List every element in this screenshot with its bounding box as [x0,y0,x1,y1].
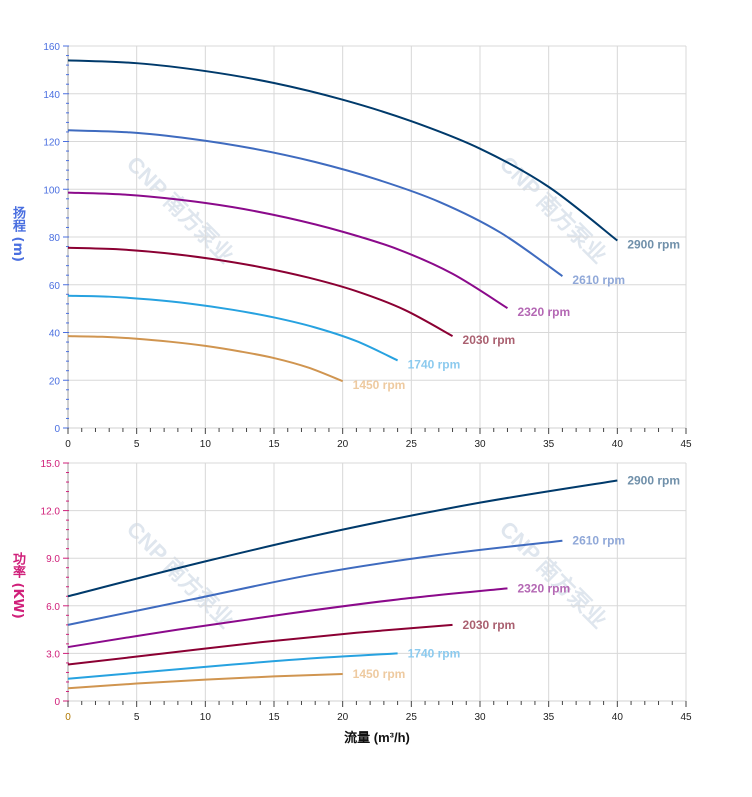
series-line-1740-rpm [67,294,399,362]
series-label: 2900 rpm [627,238,680,252]
y-tick-label: 20 [49,376,61,387]
x-tick-label: 25 [406,712,418,723]
series-line-1450-rpm [67,673,343,690]
series-line-2900-rpm [67,59,618,242]
series-line-1740-rpm [67,652,398,680]
head-plot: 0 20 40 60 80 100 120 140 160 0 5 10 15 20 25 30 35 40 45 2… [43,42,692,450]
y-tick-label: 40 [49,329,61,340]
y-tick-label: 120 [43,138,60,149]
power-y-axis-title: 功率 (KW) [10,552,25,619]
x-tick-label: 30 [474,439,486,450]
x-tick-label: 15 [268,712,280,723]
x-tick-label: 40 [612,712,624,723]
series-line-2030-rpm [67,623,453,666]
series-line-2610-rpm [67,539,563,626]
series-label: 2320 rpm [517,305,570,319]
x-tick-label: 0 [65,439,71,450]
series-label: 2610 rpm [572,534,625,548]
x-tick-label: 45 [680,712,692,723]
series-label: 2900 rpm [627,473,680,487]
y-tick-label: 15.0 [41,459,61,470]
series-line-2900-rpm [67,479,618,598]
x-tick-label: 0 [65,712,71,723]
series-line-2320-rpm [67,587,508,649]
watermark-logo: CNP 南方泵业 [495,151,612,268]
series-label: 2030 rpm [463,333,516,347]
y-tick-label: 60 [49,281,61,292]
x-tick-label: 20 [337,439,349,450]
watermark-logo: CNP 南方泵业 [122,516,239,633]
y-tick-label: 9.0 [46,554,60,565]
series-label: 1740 rpm [408,646,461,660]
series-label: 2030 rpm [463,618,516,632]
series-line-2320-rpm [67,191,508,309]
series-line-1450-rpm [67,335,344,383]
x-tick-label: 35 [543,712,555,723]
y-tick-label: 160 [43,42,60,53]
y-tick-label: 140 [43,90,60,101]
series-label: 1450 rpm [353,378,406,392]
series-line-2030-rpm [67,246,454,337]
y-tick-label: 3.0 [46,649,60,660]
y-tick-label: 12.0 [41,507,61,518]
y-tick-label: 80 [49,233,61,244]
y-tick-label: 0 [54,697,60,708]
x-tick-label: 35 [543,439,555,450]
series-label: 2320 rpm [517,581,570,595]
x-tick-label: 30 [474,712,486,723]
y-tick-label: 0 [54,424,60,435]
x-tick-label: 45 [680,439,692,450]
x-tick-label: 5 [134,439,140,450]
x-tick-label: 20 [337,712,349,723]
x-tick-label: 5 [134,712,140,723]
power-plot: 0 3.0 6.0 9.0 12.0 15.0 0 5 10 15 20 25 30 35 40 45 流量 (… [41,459,692,745]
x-tick-label: 10 [200,712,212,723]
series-line-2610-rpm [67,129,563,277]
series-label: 1450 rpm [353,667,406,681]
x-tick-label: 40 [612,439,624,450]
series-label: 2610 rpm [572,273,625,287]
x-axis-title: 流量 (m³/h) [344,730,410,745]
x-tick-label: 25 [406,439,418,450]
series-label: 1740 rpm [408,357,461,371]
y-tick-label: 100 [43,185,60,196]
head-y-axis-title: 扬程 (m) [10,206,25,262]
y-tick-label: 6.0 [46,602,60,613]
x-tick-label: 10 [200,439,212,450]
x-tick-label: 15 [268,439,280,450]
